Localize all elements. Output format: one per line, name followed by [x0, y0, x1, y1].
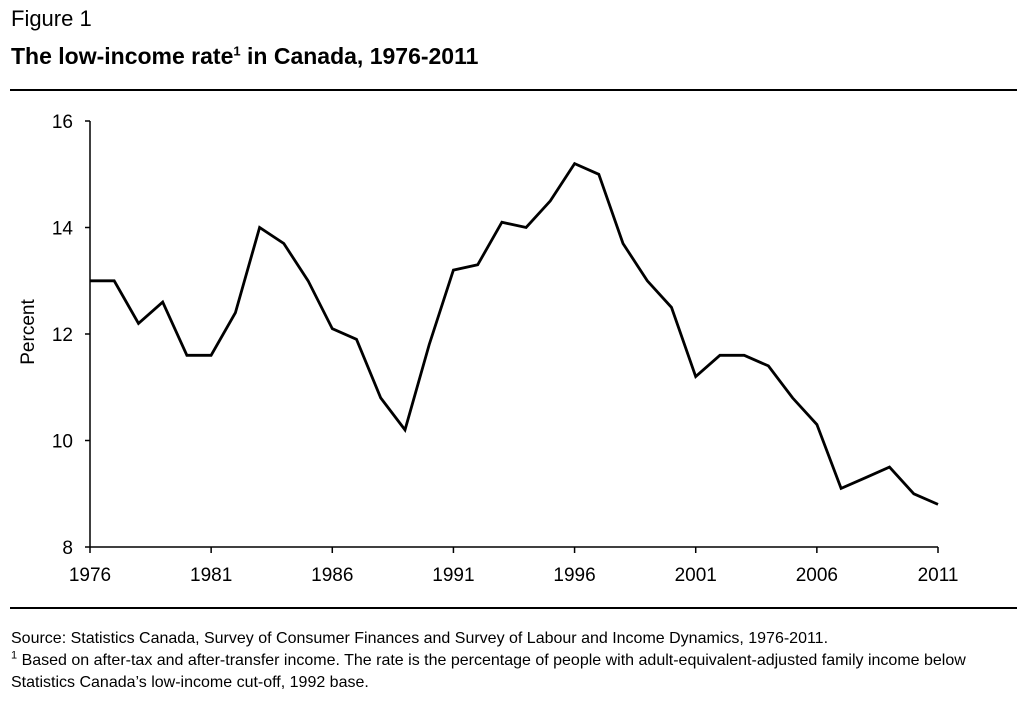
title-footnote-mark: 1	[233, 43, 241, 59]
series-line	[90, 161, 939, 506]
x-tick-label: 2006	[796, 565, 838, 586]
source-note: Source: Statistics Canada, Survey of Con…	[11, 630, 829, 647]
y-axis-label-text: Percent	[18, 299, 39, 365]
chart-title-rest: in Canada, 1976-2011	[240, 43, 479, 69]
footnote: 1 Based on after-tax and after-transfer …	[11, 650, 1016, 694]
chart-title: The low-income rate1 in Canada, 1976-201…	[11, 42, 478, 70]
y-tick-label: 8	[62, 538, 73, 559]
x-tick-label: 1976	[69, 565, 111, 586]
bottom-rule	[10, 607, 1017, 609]
x-tick-label: 1986	[311, 565, 353, 586]
chart-title-main: The low-income rate	[11, 43, 234, 69]
top-rule	[10, 89, 1017, 91]
footnote-text: Based on after-tax and after-transfer in…	[11, 652, 966, 691]
y-tick-label: 10	[52, 432, 73, 453]
y-tick-label: 14	[52, 219, 74, 240]
y-tick-label: 12	[52, 325, 73, 346]
y-axis-label: Percent	[12, 292, 46, 372]
x-tick-label: 1996	[553, 565, 595, 586]
footnote-mark: 1	[11, 649, 18, 662]
chart-notes: Source: Statistics Canada, Survey of Con…	[11, 628, 1016, 694]
x-tick-label: 2001	[675, 565, 717, 586]
x-tick-label: 2011	[918, 565, 959, 586]
x-tick-label: 1991	[432, 565, 474, 586]
x-tick-label: 1981	[190, 565, 232, 586]
line-chart: 8 10 12 14 16 1976 1981 1986 1991 1996 2001 2006 201…	[52, 112, 959, 586]
figure-label: Figure 1	[11, 6, 92, 31]
y-tick-label: 16	[52, 112, 73, 133]
